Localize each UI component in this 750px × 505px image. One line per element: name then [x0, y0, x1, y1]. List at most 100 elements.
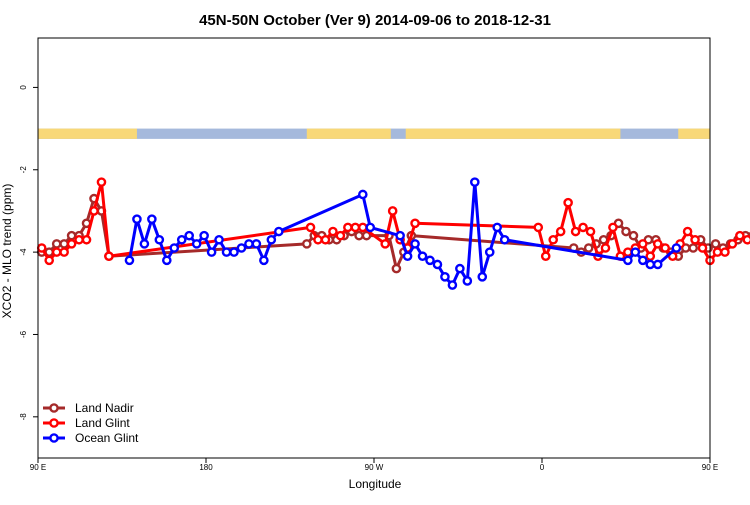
data-point [447, 280, 458, 290]
data-point [132, 214, 142, 224]
data-point [690, 234, 700, 245]
data-point [652, 239, 663, 249]
data-point [671, 243, 682, 253]
data-point [89, 206, 99, 216]
x-tick-label: 90 W [365, 463, 384, 472]
data-point [51, 247, 62, 257]
data-point [354, 230, 364, 241]
data-point [229, 247, 239, 257]
data-point [66, 230, 77, 241]
data-point [357, 189, 368, 200]
data-point [710, 239, 721, 249]
data-point [492, 222, 503, 233]
data-point [169, 243, 180, 253]
data-point [638, 239, 648, 249]
data-point [313, 234, 323, 245]
data-point [742, 234, 750, 245]
data-point [176, 234, 187, 245]
data-point [74, 234, 84, 245]
data-point [469, 177, 480, 187]
map-strip-land-2 [405, 128, 541, 139]
y-tick-label: -6 [19, 330, 28, 338]
legend-item: Land Glint [43, 416, 130, 430]
data-point [600, 243, 611, 253]
data-point [96, 177, 107, 187]
x-axis-label: Longitude [349, 477, 402, 491]
data-point [645, 251, 656, 262]
x-tick-label: 180 [199, 463, 213, 472]
data-point [425, 255, 435, 266]
data-point [440, 272, 450, 282]
x-tick-label: 90 E [30, 463, 46, 472]
data-point [199, 230, 209, 241]
data-point [305, 222, 316, 233]
data-point [585, 226, 596, 237]
data-point [410, 218, 420, 229]
data-point [44, 255, 55, 266]
legend-label: Ocean Glint [75, 431, 139, 445]
data-point [499, 234, 510, 245]
data-point [638, 255, 648, 266]
data-point [81, 234, 92, 245]
data-point [402, 251, 413, 262]
series-ocean-glint [124, 177, 682, 290]
data-point [214, 234, 224, 245]
data-point [432, 259, 443, 270]
data-point [59, 239, 69, 249]
data-point [410, 239, 420, 249]
y-tick-label: -2 [19, 166, 28, 174]
data-point [244, 239, 254, 249]
data-point [578, 222, 588, 233]
data-point [484, 247, 495, 257]
data-point [660, 243, 671, 253]
data-point [259, 255, 269, 266]
chart-title: 45N-50N October (Ver 9) 2014-09-06 to 20… [199, 12, 551, 29]
data-point [712, 247, 723, 257]
legend-label: Land Glint [75, 416, 130, 430]
data-point [735, 230, 745, 241]
y-tick-label: 0 [19, 85, 28, 90]
data-point [266, 234, 277, 245]
data-point [555, 226, 566, 237]
data-point [273, 226, 284, 237]
axes-layer: 90 E 180 90 W 0 90 E 0 -2 -4 -6 -8 [19, 37, 718, 472]
data-point [720, 247, 730, 257]
data-point [455, 263, 465, 274]
map-strip-land-1 [306, 128, 391, 139]
data-point [59, 247, 69, 257]
data-point [548, 234, 559, 245]
data-point [630, 247, 641, 257]
data-point [206, 247, 217, 257]
data-point [621, 226, 631, 237]
data-point [387, 206, 398, 216]
data-point [477, 272, 488, 282]
data-point [727, 239, 738, 249]
data-point [357, 222, 368, 233]
data-point [391, 263, 402, 274]
data-point [540, 251, 551, 262]
data-point [191, 239, 202, 249]
data-point [380, 239, 391, 249]
map-strip-land-0 [38, 128, 137, 139]
legend-item: Land Nadir [43, 401, 134, 415]
data-point [335, 230, 346, 241]
data-point [343, 222, 353, 233]
y-tick-label: -8 [19, 413, 28, 421]
map-strip-land-3 [538, 128, 621, 139]
data-point [301, 239, 312, 249]
data-point [328, 226, 338, 237]
data-point [161, 255, 172, 266]
data-point [563, 197, 573, 208]
legend-item: Ocean Glint [43, 431, 139, 445]
data-point [36, 243, 47, 253]
data-point [51, 239, 62, 249]
data-point [104, 251, 114, 262]
data-point [623, 255, 633, 266]
data-point [417, 251, 428, 262]
data-point [652, 259, 663, 270]
map-strip-land-4 [678, 128, 710, 139]
data-point [608, 222, 618, 233]
